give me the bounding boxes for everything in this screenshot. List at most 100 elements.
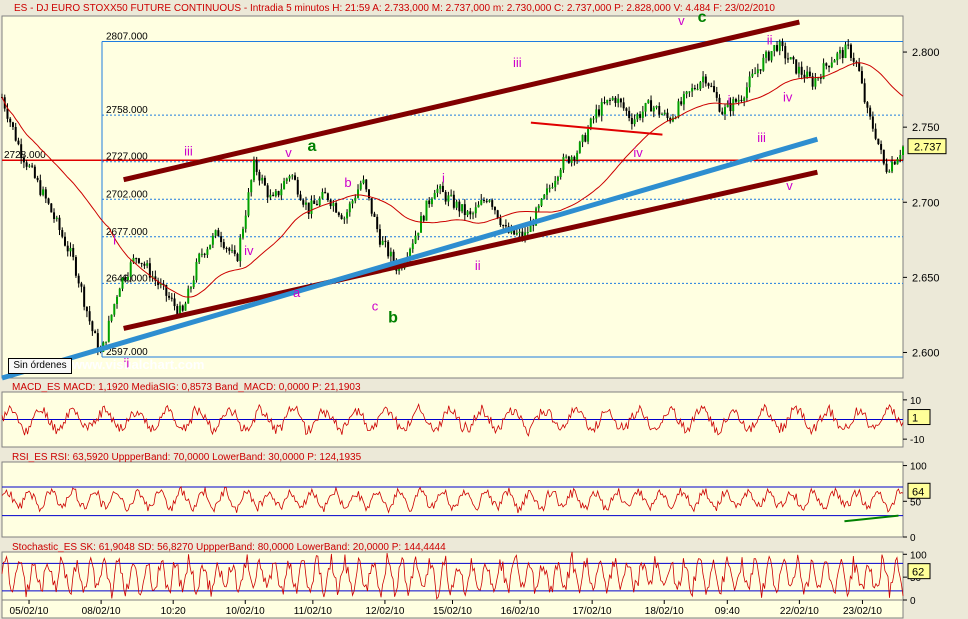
x-tick-label: 09:40 — [715, 606, 740, 617]
rsi-divergence-line — [844, 514, 899, 523]
price-candle — [181, 305, 184, 311]
price-candle — [488, 200, 491, 202]
price-candle — [603, 102, 606, 104]
y-tick-label: 2.600 — [912, 347, 940, 359]
price-candle — [411, 243, 414, 250]
price-candle — [540, 198, 543, 206]
price-candle — [677, 101, 680, 118]
price-candle — [55, 217, 58, 219]
price-candle — [617, 98, 620, 103]
price-candle — [31, 165, 34, 167]
price-candle — [458, 201, 461, 212]
x-tick-label: 23/02/10 — [843, 606, 882, 617]
macd-tick-label: -10 — [910, 435, 925, 446]
price-candle — [592, 118, 595, 120]
price-candle — [241, 228, 244, 238]
price-candle — [231, 250, 234, 252]
price-candle — [428, 200, 431, 205]
price-candle — [570, 156, 573, 163]
price-candle — [893, 161, 896, 165]
price-candle — [162, 283, 165, 285]
price-candle — [581, 135, 584, 143]
price-candle — [302, 200, 305, 205]
price-candle — [732, 99, 735, 112]
price-candle — [280, 189, 283, 196]
price-candle — [272, 194, 275, 196]
wave-label: c — [698, 9, 707, 26]
price-candle — [784, 46, 787, 59]
price-candle — [58, 217, 61, 231]
price-candle — [556, 177, 559, 181]
price-candle — [296, 179, 299, 195]
price-candle — [187, 288, 190, 304]
price-candle — [50, 203, 53, 213]
price-candle — [269, 194, 272, 198]
price-candle — [756, 69, 759, 74]
price-candle — [85, 306, 88, 312]
x-tick-label: 18/02/10 — [645, 606, 684, 617]
level-label: 2677.000 — [106, 227, 148, 238]
price-candle — [318, 198, 321, 206]
wave-label: b — [388, 309, 398, 326]
price-candle — [80, 283, 83, 287]
price-candle — [822, 63, 825, 79]
price-candle — [554, 180, 557, 188]
macd-header: MACD_ES MACD: 1,1920 MediaSIG: 0,8573 Ba… — [12, 382, 361, 393]
price-candle — [192, 280, 195, 288]
price-candle — [346, 212, 349, 219]
price-candle — [565, 156, 568, 158]
price-candle — [797, 66, 800, 74]
price-candle — [447, 195, 450, 202]
price-candle — [66, 245, 69, 252]
price-candle — [239, 237, 242, 262]
price-candle — [773, 45, 776, 52]
price-candle — [113, 304, 116, 315]
price-candle — [882, 149, 885, 164]
price-candle — [116, 296, 119, 305]
price-candle — [688, 91, 691, 93]
price-candle — [493, 206, 496, 211]
price-candle — [228, 248, 231, 251]
level-label: 2702.000 — [106, 189, 148, 200]
price-candle — [671, 117, 674, 122]
price-candle — [17, 140, 20, 145]
price-candle — [729, 102, 732, 112]
price-candle — [849, 44, 852, 58]
orders-button[interactable]: Sin órdenes — [8, 358, 72, 374]
price-candle — [430, 198, 433, 205]
rsi-line — [1, 485, 904, 514]
price-candle — [844, 44, 847, 58]
x-tick-label: 12/02/10 — [365, 606, 404, 617]
price-candle — [589, 118, 592, 129]
wave-iv-line — [530, 121, 663, 136]
price-candle — [622, 102, 625, 109]
price-candle — [680, 101, 683, 105]
price-candle — [693, 87, 696, 90]
price-candle — [310, 200, 313, 214]
price-candle — [261, 177, 264, 181]
stoch-tick-label: 0 — [910, 596, 916, 607]
price-candle — [608, 99, 611, 101]
price-candle — [452, 194, 455, 208]
level-label: 2727.000 — [106, 152, 148, 163]
price-candle — [170, 297, 173, 299]
price-candle — [888, 171, 891, 173]
panel-stoch — [1, 551, 904, 601]
y-tick-label: 2.750 — [912, 122, 940, 134]
price-candle — [124, 277, 127, 280]
price-candle — [126, 276, 129, 280]
price-candle — [866, 102, 869, 108]
price-candle — [14, 126, 17, 141]
rsi-tick-label: 100 — [910, 462, 927, 473]
price-candle — [658, 105, 661, 115]
price-candle — [817, 77, 820, 79]
price-candle — [69, 247, 72, 252]
price-candle — [348, 203, 351, 213]
price-candle — [726, 102, 729, 108]
price-candle — [710, 85, 713, 87]
price-candle — [36, 177, 39, 181]
y-tick-label: 2.650 — [912, 272, 940, 284]
price-candle — [140, 262, 143, 264]
y-tick-label: 2.700 — [912, 197, 940, 209]
